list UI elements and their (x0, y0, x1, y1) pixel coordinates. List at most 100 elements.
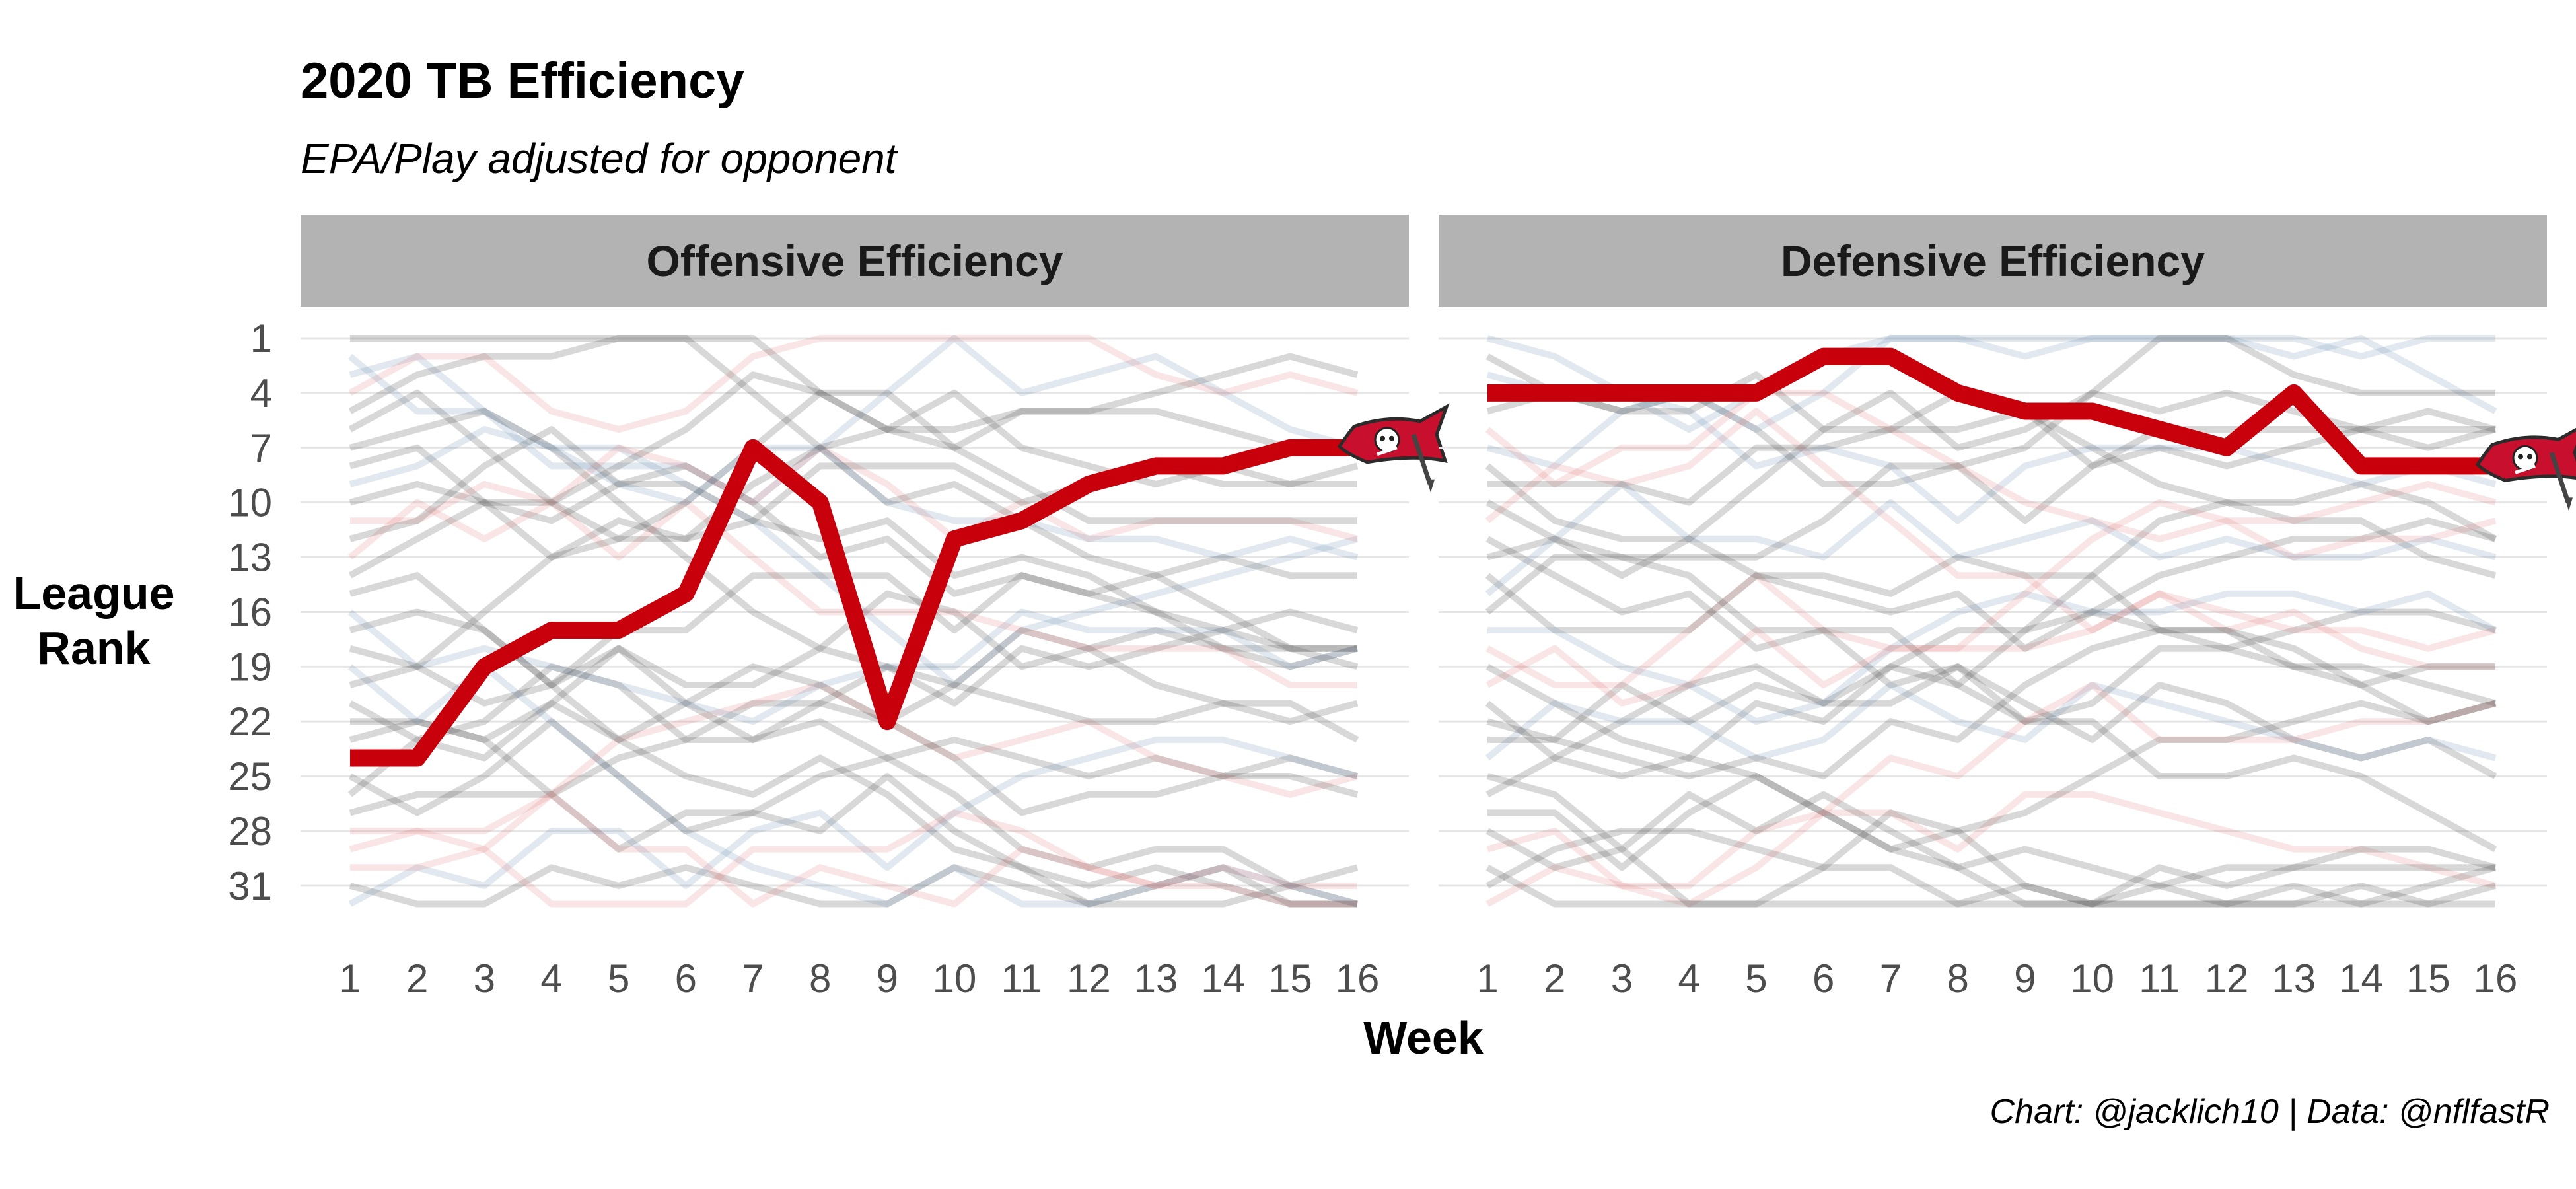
background-team-line (349, 864, 1359, 908)
y-tick-label: 13 (228, 536, 272, 580)
background-team-line (347, 663, 1359, 908)
background-team-line (349, 444, 1357, 688)
facet-strip-label: Defensive Efficiency (1781, 236, 2205, 285)
background-team-line (1485, 828, 2495, 908)
x-tick-label: 6 (675, 956, 697, 1001)
y-tick-label: 1 (250, 316, 272, 361)
chart-title: 2020 TB Efficiency (301, 53, 744, 109)
background-team-line (1485, 663, 2497, 798)
x-tick-label: 15 (2406, 956, 2451, 1001)
background-team-line (1487, 590, 2497, 725)
background-team-line (1485, 481, 2497, 596)
background-team-line (350, 444, 1359, 542)
x-tick-label: 8 (809, 956, 831, 1001)
background-team-line (348, 718, 1359, 834)
background-team-line (349, 809, 1357, 908)
pole-tip (1427, 479, 1435, 493)
x-tick-label: 8 (1947, 956, 1968, 1001)
x-tick-label: 12 (1067, 956, 1111, 1001)
y-tick-label: 10 (228, 481, 272, 525)
x-tick-label: 10 (933, 956, 977, 1001)
chart-subtitle: EPA/Play adjusted for opponent (301, 135, 898, 182)
background-team-line (349, 462, 1359, 670)
x-tick-label: 11 (2139, 956, 2180, 1001)
x-tick-label: 2 (406, 956, 428, 1001)
buccaneers-flag-logo-icon (2475, 427, 2576, 511)
x-tick-label: 9 (2014, 956, 2036, 1001)
background-team-line (349, 408, 1359, 743)
skull-eye (1380, 435, 1385, 441)
background-team-line (1486, 773, 2497, 908)
background-team-line (348, 389, 1357, 579)
tb-highlight-line (1487, 347, 2495, 475)
y-tick-label: 19 (228, 645, 272, 689)
tb-highlight-line (350, 439, 1357, 767)
x-tick-label: 5 (1745, 956, 1767, 1001)
y-axis-title-line-2: Rank (37, 622, 150, 674)
background-team-line (1485, 700, 2497, 908)
background-team-line (347, 663, 1359, 908)
facet-strip-label: Offensive Efficiency (647, 236, 1063, 285)
x-tick-label: 9 (877, 956, 898, 1001)
skull-eye (2518, 454, 2523, 460)
background-team-line (350, 645, 1359, 816)
background-team-line (349, 426, 1357, 542)
facet-strip (301, 215, 1409, 307)
x-tick-label: 7 (742, 956, 764, 1001)
x-tick-label: 7 (1880, 956, 1902, 1001)
background-team-line (348, 736, 1359, 907)
x-tick-label: 13 (2272, 956, 2316, 1001)
background-team-line (349, 608, 1359, 798)
background-team-line (348, 627, 1359, 762)
background-team-line (349, 444, 1357, 652)
background-team-line (349, 335, 1359, 506)
background-team-line (1485, 828, 2495, 908)
background-team-line (1486, 335, 2497, 470)
background-team-line (1486, 481, 2497, 743)
x-tick-label: 13 (1134, 956, 1178, 1001)
y-tick-label: 31 (228, 864, 272, 908)
y-tick-label: 22 (228, 700, 272, 744)
background-team-line (1485, 408, 2497, 652)
x-tick-label: 1 (339, 956, 361, 1001)
x-tick-label: 6 (1812, 956, 1834, 1001)
x-tick-label: 4 (1678, 956, 1700, 1001)
background-team-line (1485, 645, 2497, 762)
background-team-line (350, 335, 1357, 524)
y-tick-label: 7 (250, 426, 272, 470)
x-tick-label: 2 (1544, 956, 1565, 1001)
y-axis-title-line-1: League (13, 567, 174, 619)
skull-eye (1389, 435, 1394, 441)
panel-offense: Offensive Efficiency14710131619222528311… (228, 215, 1450, 1001)
background-team-line (349, 645, 1357, 908)
x-tick-label: 1 (1476, 956, 1498, 1001)
background-team-line (1485, 554, 2497, 707)
background-team-line (1485, 791, 2497, 907)
buccaneers-flag-logo-icon (1337, 403, 1450, 493)
background-team-line (1486, 371, 2497, 524)
x-tick-label: 12 (2205, 956, 2249, 1001)
pole-tip (2565, 497, 2573, 511)
x-tick-label: 3 (1611, 956, 1633, 1001)
background-team-line (1485, 536, 2497, 852)
background-team-line (348, 371, 1359, 506)
crossed-sword (1377, 446, 1398, 456)
x-tick-label: 14 (1201, 956, 1245, 1001)
background-team-line (350, 791, 1357, 908)
x-tick-label: 11 (1001, 956, 1042, 1001)
x-tick-label: 16 (2474, 956, 2518, 1001)
background-team-line (350, 682, 1359, 834)
flag-pole (2549, 452, 2571, 503)
background-team-line (348, 335, 1359, 451)
background-team-line (348, 335, 1359, 433)
chart-caption: Chart: @jacklich10 | Data: @nflfastR (1990, 1093, 2550, 1131)
background-team-line (1486, 682, 2497, 908)
background-team-line (1485, 481, 2497, 707)
background-team-line (1485, 463, 2497, 652)
x-tick-label: 15 (1268, 956, 1312, 1001)
y-tick-label: 28 (228, 809, 272, 853)
x-tick-label: 3 (474, 956, 495, 1001)
y-tick-label: 16 (228, 590, 272, 634)
facet-panels: Offensive Efficiency14710131619222528311… (228, 215, 2576, 1001)
